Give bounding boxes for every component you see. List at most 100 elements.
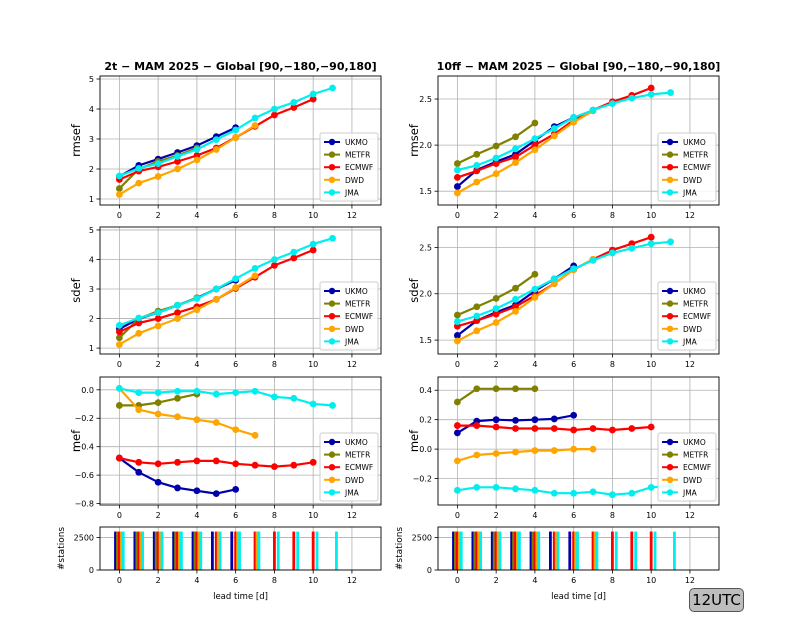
y-tick-label: −0.4 [75,443,94,452]
data-point [115,384,123,392]
x-tick-label: 0 [117,211,122,220]
legend-marker [328,176,336,183]
legend-marker [328,464,336,471]
station-bar [471,531,475,570]
data-point [492,305,500,312]
station-bar [114,531,117,570]
data-point [647,423,655,431]
data-point [309,90,317,98]
data-point [492,319,500,326]
series-line-jma [457,484,671,496]
data-point [154,389,162,397]
panel-2: 0 2 4 6 8 10 12 1.5 2.0 2.5 rmsef 10ff − MAM 2025 −… [407,60,720,220]
data-point [115,172,123,180]
data-point [453,486,461,494]
x-tick-label: 2 [494,360,499,369]
data-point [154,322,162,330]
data-point [193,457,201,465]
y-tick-label: 0.0 [81,386,94,395]
station-bar [634,531,638,570]
station-bar [529,531,533,570]
data-point [174,394,181,402]
y-axis-label: rmsef [407,123,421,157]
legend-marker [328,489,336,496]
x-tick-label: 12 [685,360,695,369]
data-point [453,332,461,339]
station-bar [311,531,315,570]
legend-marker [328,189,336,196]
legend-label: ECMWF [683,163,711,172]
legend: UKMO METFR ECMWF DWD JMA [657,432,717,502]
x-tick-label: 8 [610,511,615,520]
data-point [309,458,317,466]
series-line-jma [119,237,333,327]
legend-marker [328,287,336,295]
data-point [531,294,539,301]
legend-marker [666,189,674,196]
y-tick-label: 2.0 [419,290,432,299]
x-tick-label: 8 [610,360,615,369]
legend-marker [666,438,674,446]
data-point [531,486,539,494]
data-point [473,451,481,459]
legend-box [657,132,717,202]
x-tick-label: 0 [455,511,460,520]
station-bar [492,531,496,570]
data-point [473,422,481,429]
data-point [628,425,636,432]
data-point [271,261,278,269]
x-tick-label: 10 [308,511,318,520]
legend-label: JMA [344,337,360,346]
x-tick-label: 6 [233,211,238,220]
station-bar [218,531,222,570]
data-point [212,419,220,426]
data-point [135,179,143,187]
station-bar [174,531,177,570]
panel-4: 0 2 4 6 8 10 12 1.5 2.0 2.5 sdef UKMO METFR ECMWF DWD J… [407,226,720,369]
y-tick-label: 5 [89,75,94,84]
legend-marker [666,313,674,320]
station-bar [593,531,597,570]
data-point [115,402,123,409]
data-point [512,153,519,161]
data-point [453,160,461,167]
station-bar [141,531,145,570]
station-bar [335,531,338,570]
station-bar [315,531,319,570]
data-point [570,265,578,273]
station-bar [496,531,500,570]
legend-label: JMA [344,488,360,497]
data-point [647,91,655,98]
x-tick-label: 4 [194,576,199,585]
x-tick-label: 0 [117,576,122,585]
x-tick-label: 10 [646,511,656,520]
y-tick-label: 0.4 [419,386,432,395]
legend-label: UKMO [683,287,706,296]
y-axis-label: rmsef [69,123,83,157]
station-bar [473,531,477,570]
data-point [271,463,278,470]
data-point [453,457,461,465]
data-point [453,337,461,345]
x-tick-label: 2 [494,511,499,520]
station-bar [199,531,203,570]
x-tick-label: 8 [272,576,277,585]
data-point [589,488,597,496]
data-point [135,329,143,337]
data-point [154,315,162,322]
data-point [570,114,578,121]
panel-8: 0 2 4 6 8 10 12 0 2500 #stations lead time [d] [395,526,720,602]
x-tick-label: 2 [156,511,161,520]
legend-label: JMA [682,488,698,497]
station-bar [216,531,220,570]
data-point [647,483,655,491]
station-bar [135,531,139,570]
data-point [570,426,578,434]
x-tick-label: 8 [610,211,615,220]
x-tick-label: 8 [272,360,277,369]
x-tick-label: 4 [194,360,199,369]
station-bar [556,531,560,570]
legend-label: METFR [345,300,370,309]
x-tick-label: 6 [233,360,238,369]
data-point [329,402,336,409]
